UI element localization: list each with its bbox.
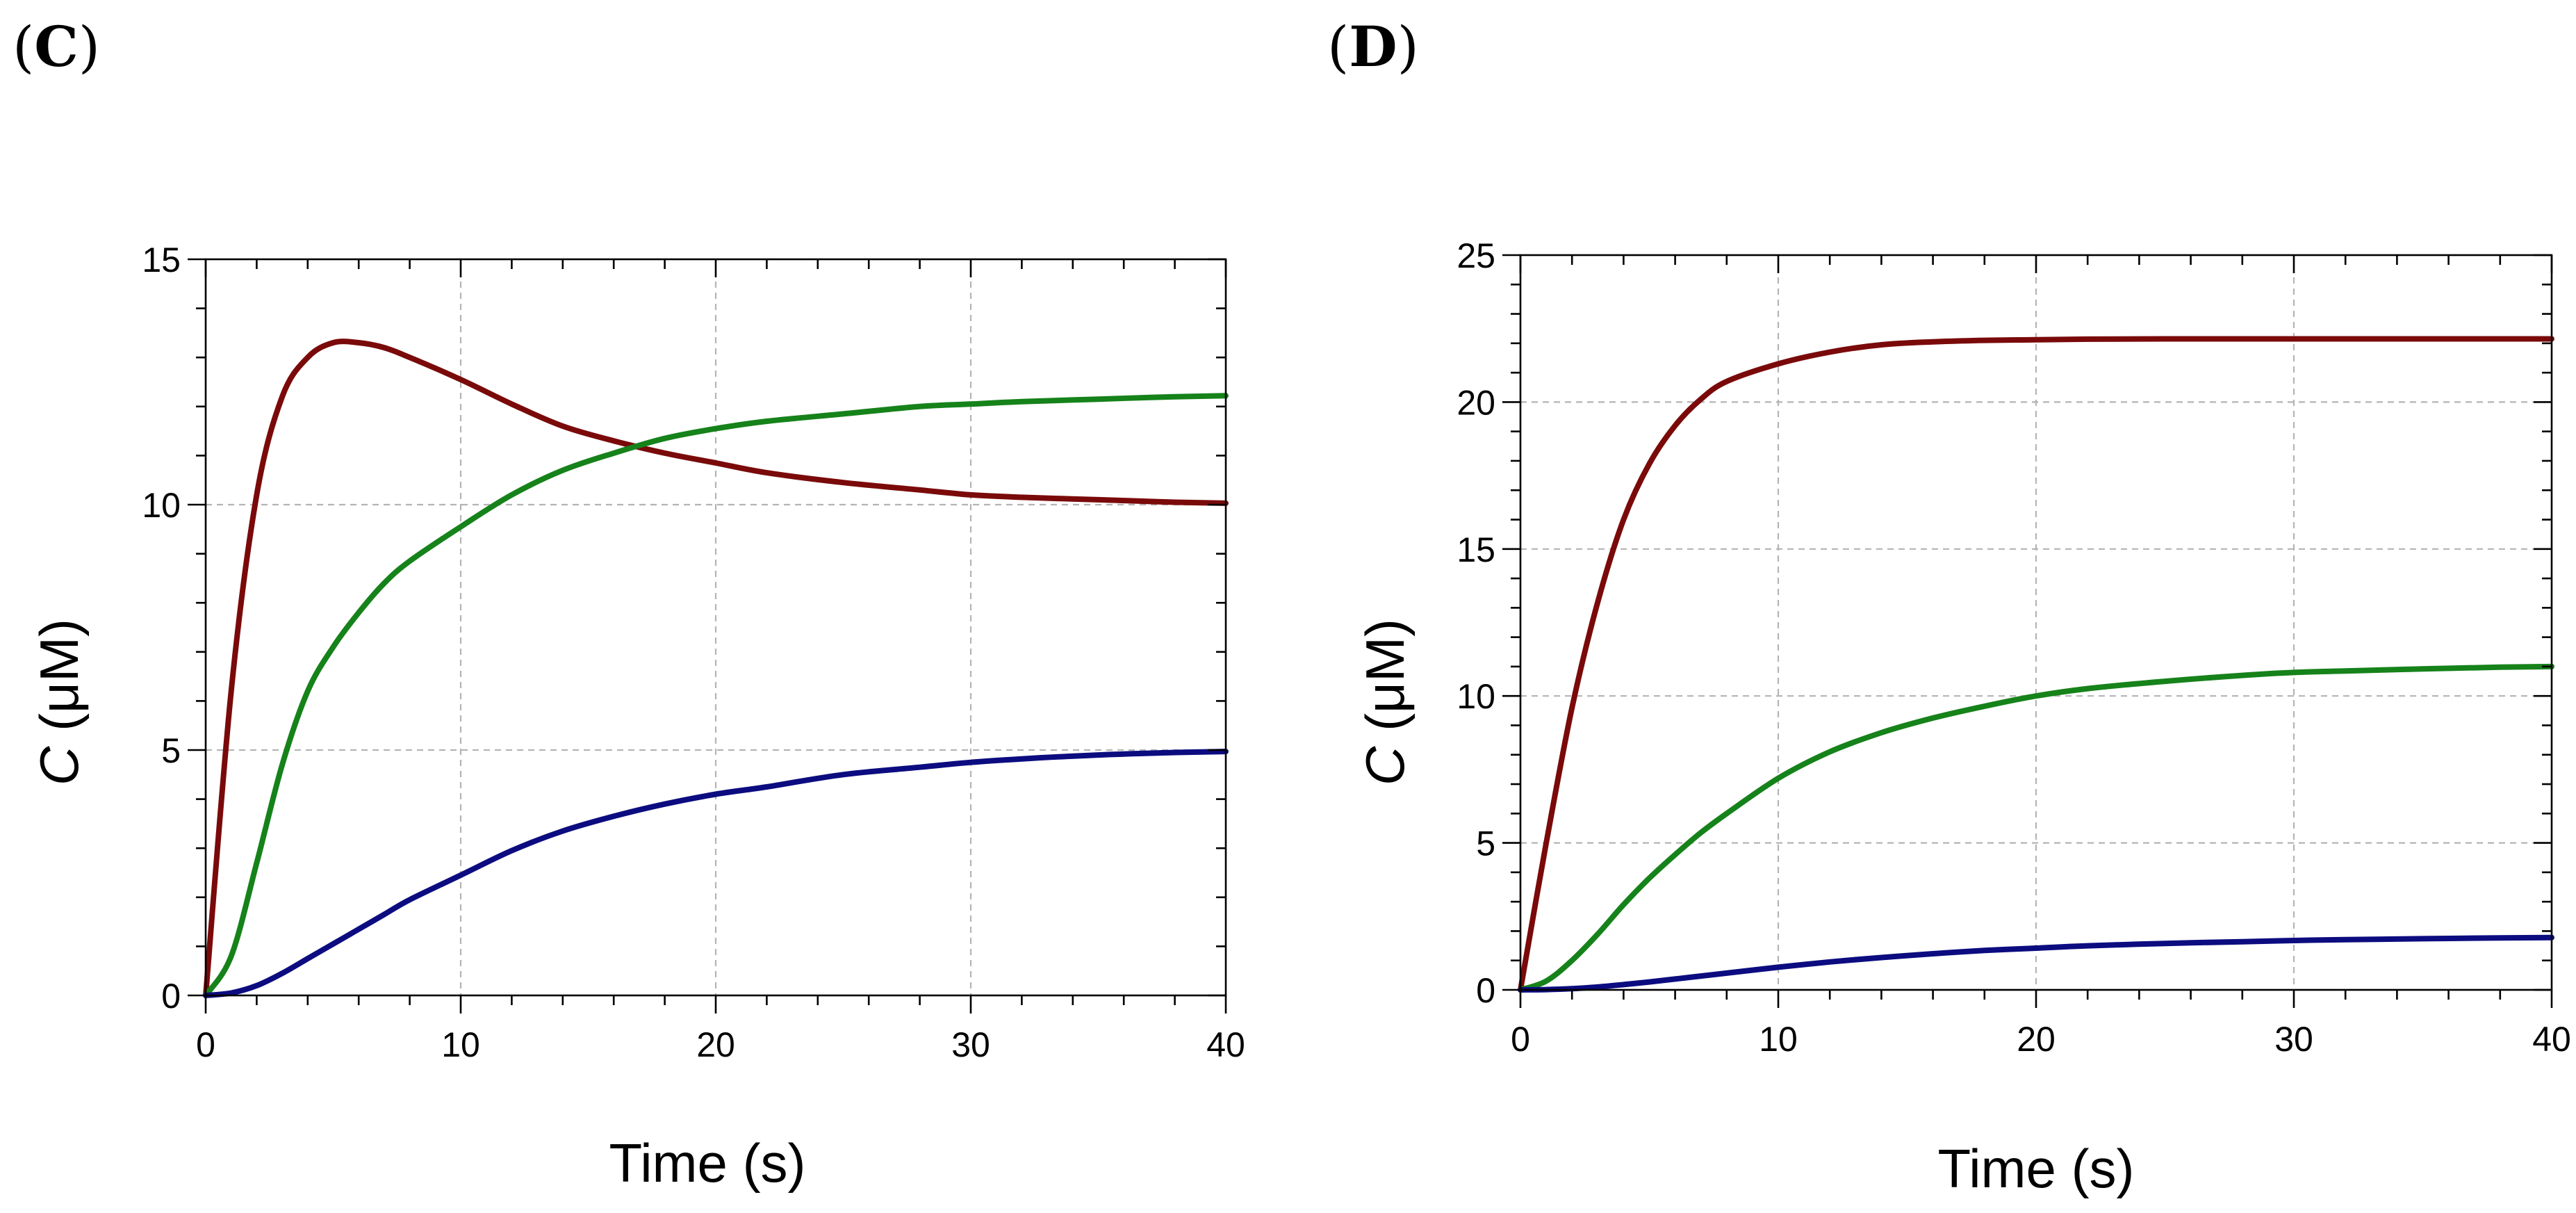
chart-panel-d: (D) 0 10 20 30 40 0 5 10 15 20 25 Time (s) C (μM) [1327,14,2571,1199]
series-line-dark-red [203,339,1229,998]
y-tick-label: 0 [161,977,181,1016]
x-axis-title: Time (s) [609,1132,805,1194]
panel-label: (C) [13,14,100,79]
x-tick-label: 20 [696,1025,735,1064]
y-tick-label: 5 [1476,824,1495,863]
x-tick-label: 10 [1759,1020,1798,1059]
x-tick-label: 30 [2274,1020,2313,1059]
y-tick-label: 20 [1457,383,1495,422]
y-axis-title: C (μM) [28,619,90,785]
y-tick-label: 25 [1457,236,1495,275]
y-axis-title: C (μM) [1354,619,1416,785]
y-tick-label: 15 [142,241,181,279]
y-tick-label: 5 [161,731,181,770]
x-tick-label: 40 [2532,1020,2571,1059]
series-line-green [1518,663,2554,993]
series-line-green [203,393,1229,998]
y-tick-label: 0 [1476,971,1495,1010]
x-tick-label: 30 [951,1025,990,1064]
x-tick-label: 10 [441,1025,480,1064]
chart-panel-c: (C) 0 10 20 30 40 0 5 10 15 Time (s) C (μM) [13,14,1245,1194]
y-tick-label: 10 [142,486,181,525]
series-line-dark-red [1518,336,2554,993]
y-tick-label: 10 [1457,677,1495,716]
x-axis-title: Time (s) [1937,1138,2134,1199]
x-tick-label: 0 [1511,1020,1530,1059]
x-tick-label: 0 [196,1025,215,1064]
series-line-navy [1518,934,2554,993]
series-line-navy [203,749,1229,998]
y-tick-label: 15 [1457,530,1495,569]
panel-label: (D) [1327,14,1419,79]
x-tick-label: 40 [1206,1025,1245,1064]
x-tick-label: 20 [2017,1020,2056,1059]
